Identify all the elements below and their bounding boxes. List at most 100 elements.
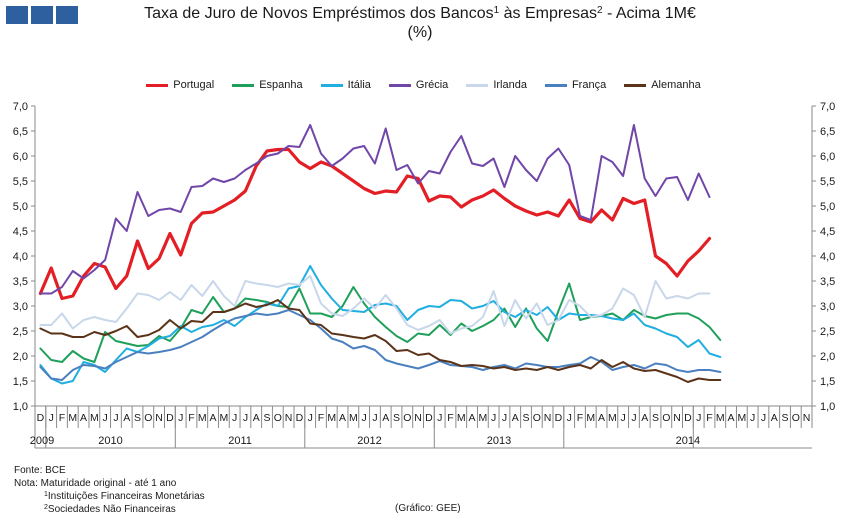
month-label: F <box>706 412 712 424</box>
month-label: D <box>166 412 174 424</box>
logo-square <box>6 6 28 24</box>
legend-label: Alemanha <box>651 79 701 91</box>
legend-swatch <box>624 83 647 87</box>
month-label: A <box>512 412 519 424</box>
legend-swatch <box>320 83 343 87</box>
y-tick-label-right: 6,5 <box>820 126 835 138</box>
month-label: J <box>437 412 442 424</box>
legend-entry: Portugal <box>146 79 214 91</box>
month-label: M <box>478 412 487 424</box>
month-label: M <box>586 412 595 424</box>
month-label: O <box>792 412 800 424</box>
month-label: M <box>608 412 617 424</box>
legend-entry: Grécia <box>388 79 449 91</box>
footnote-1: 1Instituições Financeiras Monetárias <box>14 490 205 503</box>
logo-square <box>56 6 78 24</box>
y-tick-label-right: 5,5 <box>820 176 835 188</box>
legend-label: França <box>571 79 607 91</box>
gee-logo <box>6 6 78 24</box>
month-label: A <box>253 412 260 424</box>
legend-swatch <box>388 83 411 87</box>
y-tick-label-right: 2,5 <box>820 326 835 338</box>
y-tick-label-right: 7,0 <box>820 101 835 113</box>
month-label: D <box>555 412 563 424</box>
y-tick-label-left: 6,5 <box>13 126 28 138</box>
month-label: A <box>210 412 217 424</box>
series-line-espanha <box>39 282 722 363</box>
month-label: S <box>264 412 271 424</box>
month-label: A <box>382 412 389 424</box>
y-tick-label-left: 4,0 <box>13 251 28 263</box>
series-line-itália <box>39 265 722 385</box>
series-line-portugal <box>38 147 712 301</box>
y-tick-label-right: 1,0 <box>820 401 835 413</box>
legend-entry: Irlanda <box>466 79 527 91</box>
month-label: N <box>285 412 293 424</box>
month-label: J <box>362 412 367 424</box>
legend-label: Itália <box>347 79 371 91</box>
title-main: Taxa de Juro de Novos Empréstimos dos Ba… <box>144 5 494 22</box>
chart-title-block: Taxa de Juro de Novos Empréstimos dos Ba… <box>90 4 750 42</box>
y-tick-label-left: 3,0 <box>13 301 28 313</box>
chart-title: Taxa de Juro de Novos Empréstimos dos Ba… <box>90 4 750 24</box>
series-line-irlanda <box>39 275 711 335</box>
legend-swatch <box>544 83 567 87</box>
legend-swatch <box>232 83 255 87</box>
y-tick-label-left: 3,5 <box>13 276 28 288</box>
legend-entry: Itália <box>320 79 371 91</box>
chart-notes: Fonte: BCE Nota: Maturidade original - a… <box>14 464 205 516</box>
month-label: F <box>577 412 583 424</box>
month-label: J <box>567 412 572 424</box>
y-tick-label-left: 5,5 <box>13 176 28 188</box>
legend-swatch <box>146 83 169 87</box>
month-label: M <box>219 412 228 424</box>
y-tick-label-left: 6,0 <box>13 151 28 163</box>
y-tick-label-left: 5,0 <box>13 201 28 213</box>
footnote-1-text: Instituições Financeiras Monetárias <box>47 491 205 502</box>
month-label: N <box>414 412 422 424</box>
month-label: M <box>327 412 336 424</box>
month-label: N <box>155 412 163 424</box>
month-label: M <box>68 412 77 424</box>
year-label: 2009 <box>30 435 54 447</box>
month-label: O <box>403 412 411 424</box>
legend-swatch <box>466 83 489 87</box>
month-label: J <box>372 412 377 424</box>
y-tick-label-left: 2,5 <box>13 326 28 338</box>
legend-label: Irlanda <box>493 79 527 91</box>
chart-credit: (Gráfico: GEE) <box>395 503 461 514</box>
month-label: D <box>37 412 45 424</box>
title-footnote-2: 2 <box>596 5 603 16</box>
title-footnote-1: 1 <box>493 5 500 16</box>
month-label: J <box>696 412 701 424</box>
y-tick-label-left: 2,0 <box>13 351 28 363</box>
logo-square <box>31 6 53 24</box>
y-tick-label-right: 4,0 <box>820 251 835 263</box>
month-label: S <box>523 412 530 424</box>
month-label: N <box>673 412 681 424</box>
y-tick-label-left: 1,0 <box>13 401 28 413</box>
year-label: 2012 <box>357 435 381 447</box>
y-tick-label-left: 4,5 <box>13 226 28 238</box>
chart-subtitle: (%) <box>407 24 433 41</box>
month-label: J <box>502 412 507 424</box>
month-label: M <box>716 412 725 424</box>
month-label: A <box>728 412 735 424</box>
month-label: F <box>318 412 324 424</box>
footnote-2-text: Sociedades Não Financeiras <box>47 504 176 515</box>
month-label: J <box>103 412 108 424</box>
y-tick-label-left: 7,0 <box>13 101 28 113</box>
month-label: J <box>750 412 755 424</box>
legend-label: Grécia <box>415 79 449 91</box>
y-tick-label-right: 3,5 <box>820 276 835 288</box>
month-label: M <box>349 412 358 424</box>
month-label: S <box>652 412 659 424</box>
month-label: F <box>188 412 194 424</box>
y-tick-label-right: 1,5 <box>820 376 835 388</box>
legend-entry: França <box>544 79 607 91</box>
chart-legend: Portugal Espanha Itália Grécia Irlanda França… <box>0 79 847 91</box>
y-tick-label-right: 3,0 <box>820 301 835 313</box>
legend-entry: Alemanha <box>624 79 701 91</box>
month-label: D <box>425 412 433 424</box>
